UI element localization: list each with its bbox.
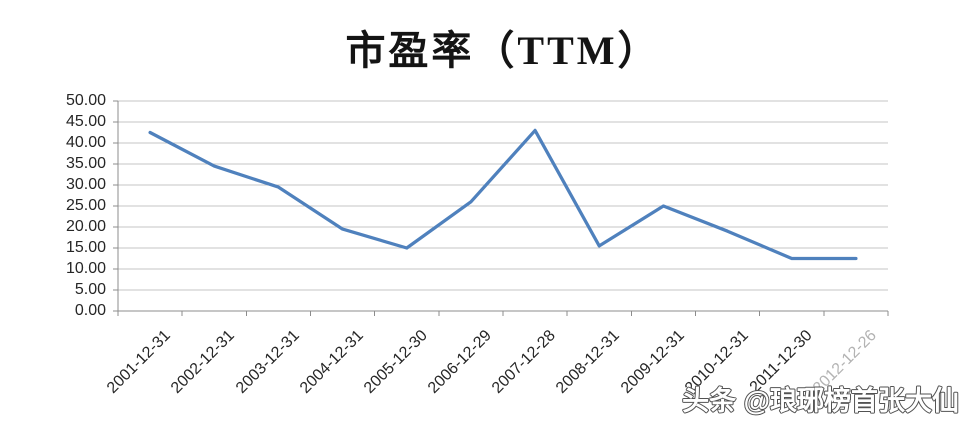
y-axis-tick-label: 30.00 (65, 176, 106, 193)
y-axis-tick-label: 10.00 (65, 260, 106, 277)
x-axis-tick-label: 2008-12-31 (553, 327, 624, 397)
x-axis-tick-label: 2005-12-30 (360, 327, 431, 397)
y-axis-tick-label: 20.00 (65, 218, 106, 235)
y-axis-tick-label: 35.00 (65, 155, 106, 172)
x-axis-tick-label: 2001-12-31 (104, 327, 175, 397)
watermark: 头条 @琅琊榜首张大仙 (681, 384, 960, 417)
x-axis-tick-label: 2007-12-28 (489, 327, 560, 397)
x-axis-tick-label: 2004-12-31 (296, 327, 367, 397)
y-axis-tick-label: 25.00 (65, 197, 106, 214)
y-axis-tick-label: 15.00 (65, 239, 106, 256)
y-axis-tick-label: 50.00 (65, 92, 106, 109)
x-axis-tick-label: 2002-12-31 (168, 327, 239, 397)
x-axis-tick-label: 2006-12-29 (425, 327, 495, 397)
y-axis-tick-label: 5.00 (74, 281, 106, 298)
y-axis-tick-label: 40.00 (65, 134, 106, 151)
x-axis-tick-label: 2003-12-31 (232, 327, 303, 397)
pe-ratio-series-line (148, 128, 858, 261)
plot-svg (113, 100, 889, 316)
y-axis-tick-label: 45.00 (65, 113, 106, 130)
chart-title: 市盈率（TTM） (345, 28, 661, 73)
watermark-text: 头条 @琅琊榜首张大仙 (682, 385, 959, 416)
y-axis-tick-label: 0.00 (74, 302, 106, 319)
